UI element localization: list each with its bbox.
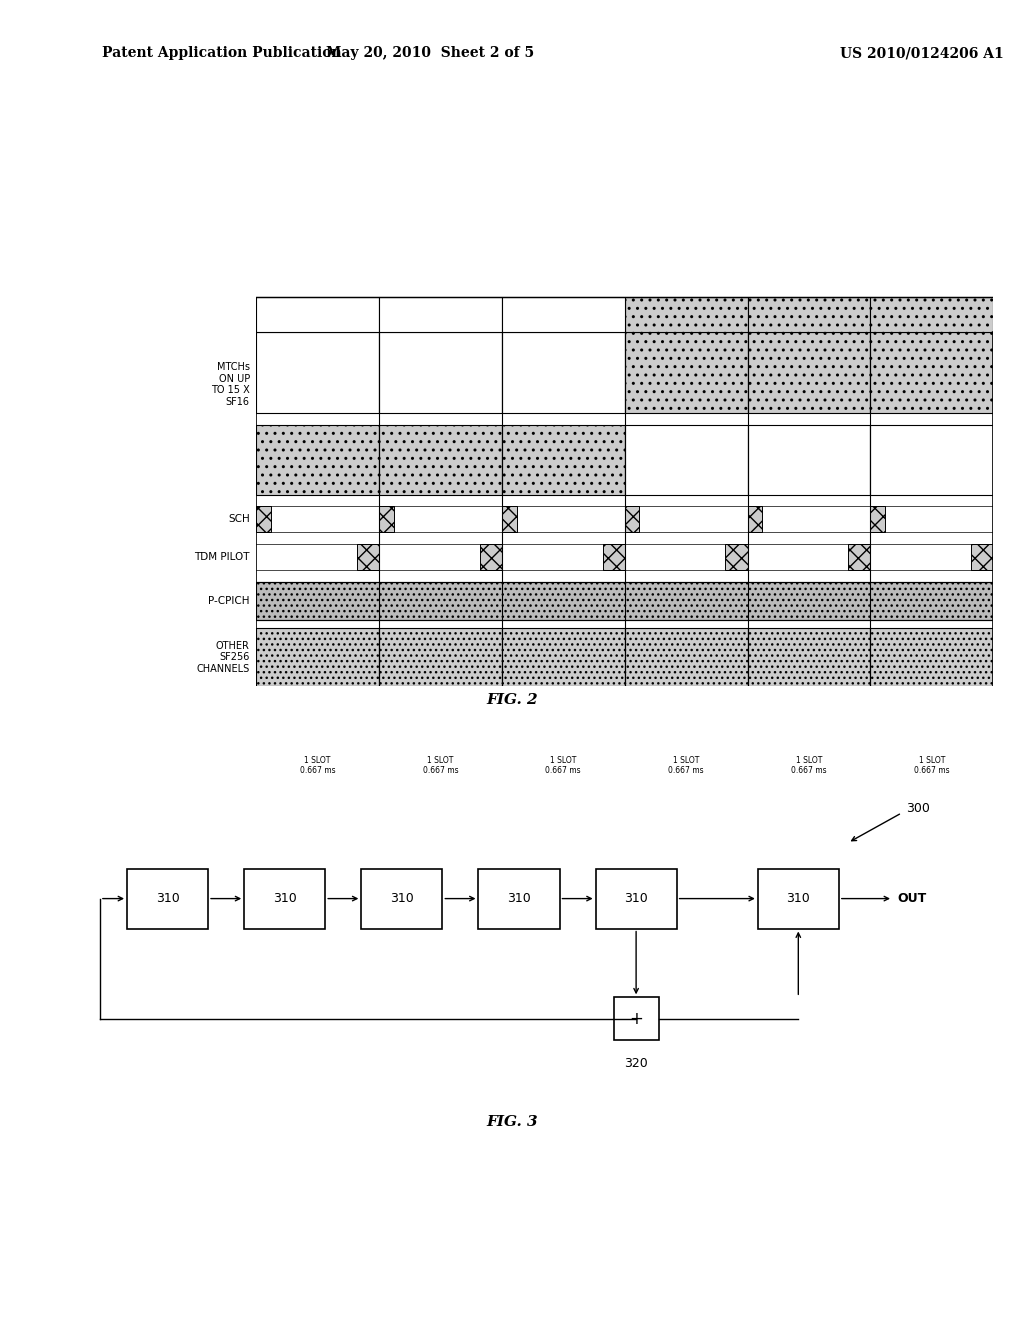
Text: P-CPICH: P-CPICH (208, 595, 250, 606)
Text: 1 SLOT
0.667 ms: 1 SLOT 0.667 ms (423, 756, 458, 775)
Text: 1 SLOT
0.667 ms: 1 SLOT 0.667 ms (792, 756, 826, 775)
Bar (748, 628, 870, 686)
Bar (502, 425, 625, 495)
Bar (625, 425, 748, 495)
Text: US 2010/0124206 A1: US 2010/0124206 A1 (840, 46, 1004, 61)
Text: 1 SLOT
0.667 ms: 1 SLOT 0.667 ms (546, 756, 581, 775)
Text: 310: 310 (507, 892, 530, 906)
Text: 1 SLOT
0.667 ms: 1 SLOT 0.667 ms (300, 756, 335, 775)
Bar (870, 425, 993, 495)
FancyBboxPatch shape (596, 869, 677, 929)
Bar (725, 544, 748, 570)
FancyBboxPatch shape (127, 869, 208, 929)
Bar (502, 628, 625, 686)
Text: Patent Application Publication: Patent Application Publication (102, 46, 342, 61)
Bar (870, 297, 993, 333)
Bar (256, 425, 379, 495)
Bar (748, 333, 870, 413)
Text: 310: 310 (390, 892, 414, 906)
Bar (256, 297, 379, 333)
Bar (625, 333, 748, 413)
Text: 300: 300 (906, 803, 931, 814)
FancyBboxPatch shape (361, 869, 442, 929)
Bar (748, 507, 762, 532)
Bar (502, 507, 516, 532)
Text: +: + (629, 1010, 643, 1028)
FancyBboxPatch shape (244, 869, 326, 929)
Bar (748, 425, 870, 495)
Text: 310: 310 (272, 892, 297, 906)
Bar (379, 425, 502, 495)
Text: 1 SLOT
0.667 ms: 1 SLOT 0.667 ms (914, 756, 949, 775)
Text: SCH: SCH (228, 515, 250, 524)
FancyBboxPatch shape (613, 998, 658, 1040)
Bar (256, 333, 379, 413)
Text: 310: 310 (625, 892, 648, 906)
Bar (625, 297, 748, 333)
Text: OUT: OUT (897, 892, 927, 906)
Text: 1 SLOT
0.667 ms: 1 SLOT 0.667 ms (669, 756, 703, 775)
Bar (971, 544, 993, 570)
Text: OTHER
SF256
CHANNELS: OTHER SF256 CHANNELS (197, 640, 250, 675)
Bar (256, 507, 270, 532)
Text: 310: 310 (156, 892, 179, 906)
Bar (256, 582, 993, 619)
Text: May 20, 2010  Sheet 2 of 5: May 20, 2010 Sheet 2 of 5 (326, 46, 535, 61)
Text: FIG. 3: FIG. 3 (486, 1115, 538, 1130)
Bar (502, 333, 625, 413)
Text: MTCHs
ON UP
TO 15 X
SF16: MTCHs ON UP TO 15 X SF16 (211, 362, 250, 407)
Bar (379, 507, 393, 532)
Bar (602, 544, 625, 570)
Text: TDM PILOT: TDM PILOT (195, 552, 250, 562)
Bar (870, 507, 885, 532)
FancyBboxPatch shape (478, 869, 559, 929)
Text: 310: 310 (786, 892, 810, 906)
Bar (379, 333, 502, 413)
Bar (256, 628, 379, 686)
Bar (356, 544, 379, 570)
Bar (379, 297, 502, 333)
Bar (848, 544, 870, 570)
Bar (379, 628, 502, 686)
FancyBboxPatch shape (758, 869, 839, 929)
Text: 320: 320 (625, 1057, 648, 1071)
Text: FIG. 2: FIG. 2 (486, 693, 538, 708)
Bar (502, 297, 625, 333)
Bar (870, 628, 993, 686)
Bar (625, 507, 639, 532)
Bar (748, 297, 870, 333)
Bar (479, 544, 502, 570)
Bar (870, 333, 993, 413)
Bar (625, 628, 748, 686)
